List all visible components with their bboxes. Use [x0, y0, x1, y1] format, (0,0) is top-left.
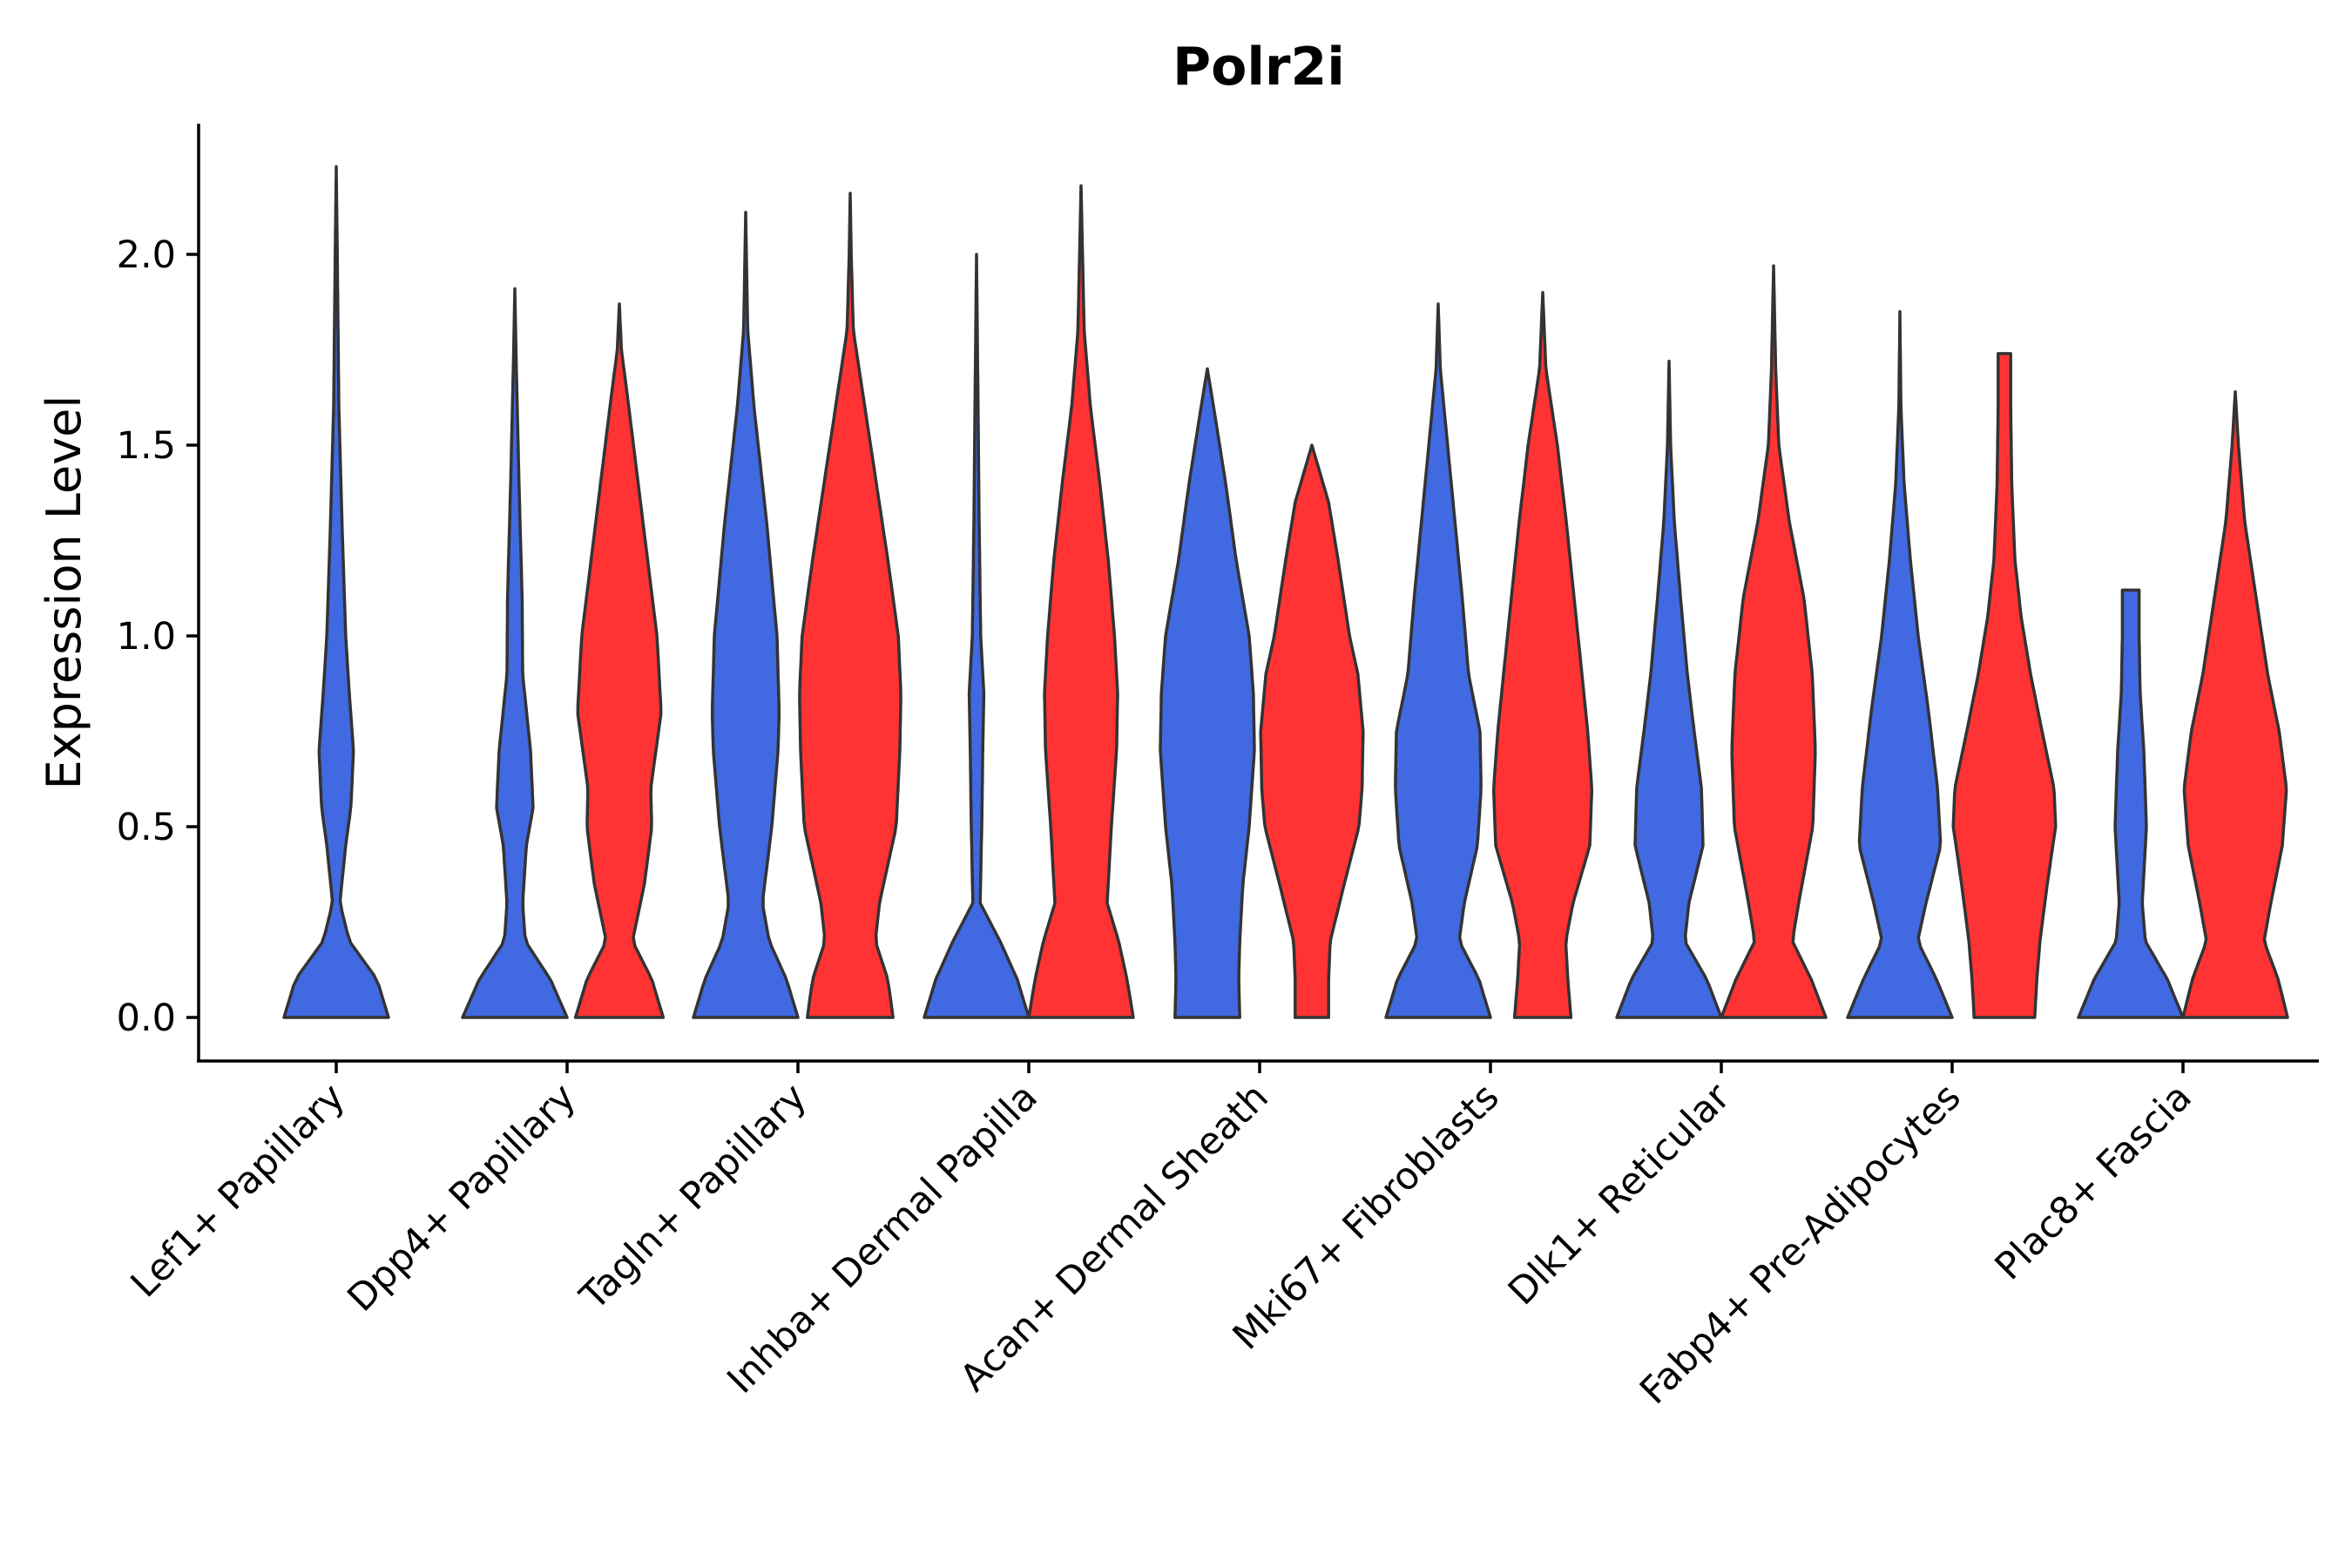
- violins-layer: [282, 165, 2289, 1019]
- violin-group-a: [1615, 359, 1723, 1019]
- violin-group-b: [1259, 443, 1365, 1019]
- violin-group-a: [1384, 302, 1492, 1019]
- x-tick-label: Dlk1+ Reticular: [1500, 1075, 1739, 1314]
- violin-group-a: [923, 253, 1031, 1019]
- y-tick-label: 1.5: [117, 424, 176, 468]
- y-tick-label: 0.5: [117, 806, 176, 849]
- chart-title: Polr2i: [1173, 37, 1345, 98]
- violin-group-a: [1159, 367, 1256, 1019]
- violin-group-a: [692, 211, 800, 1019]
- violin-group-a: [1846, 309, 1954, 1019]
- x-tick-label: Dpp4+ Papillary: [340, 1075, 585, 1320]
- y-tick-label: 1.0: [117, 615, 176, 659]
- x-tick-label: Plac8+ Fascia: [1987, 1075, 2200, 1288]
- y-tick-label: 2.0: [117, 233, 176, 277]
- violin-group-b: [1720, 264, 1828, 1019]
- violin-group-b: [573, 302, 666, 1019]
- x-tick-label: Lef1+ Papillary: [123, 1075, 354, 1306]
- violin-group-b: [1027, 184, 1135, 1019]
- violin-group-b: [798, 192, 902, 1019]
- violin-group-a: [461, 287, 569, 1019]
- violin-group-a: [2077, 588, 2185, 1019]
- violin-group-b: [1951, 352, 2058, 1019]
- y-axis-label: Expression Level: [37, 395, 91, 790]
- violin-group-a: [282, 165, 390, 1019]
- violin-group-b: [1491, 291, 1594, 1019]
- x-tick-label: Tagln+ Papillary: [571, 1075, 815, 1319]
- y-ticks: 0.0 0.5 1.0 1.5 2.0: [117, 233, 199, 1040]
- x-tick-label: Mki67+ Fibroblasts: [1225, 1075, 1508, 1358]
- violin-group-b: [2181, 389, 2289, 1019]
- y-tick-label: 0.0: [117, 997, 176, 1040]
